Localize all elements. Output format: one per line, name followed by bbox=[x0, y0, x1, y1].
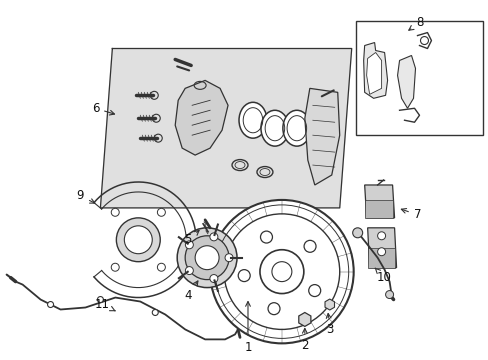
Circle shape bbox=[308, 285, 320, 297]
Polygon shape bbox=[363, 42, 387, 98]
Circle shape bbox=[352, 228, 362, 238]
Circle shape bbox=[260, 250, 303, 293]
Polygon shape bbox=[100, 49, 351, 208]
Ellipse shape bbox=[239, 102, 266, 138]
Circle shape bbox=[124, 226, 152, 254]
Polygon shape bbox=[304, 88, 339, 185]
Circle shape bbox=[267, 303, 280, 315]
Circle shape bbox=[260, 231, 272, 243]
Text: 4: 4 bbox=[184, 281, 198, 302]
Text: 8: 8 bbox=[408, 16, 422, 30]
Text: 9: 9 bbox=[77, 189, 95, 203]
Text: 11: 11 bbox=[95, 298, 115, 311]
Bar bbox=[355, 21, 482, 135]
Circle shape bbox=[185, 241, 193, 249]
Polygon shape bbox=[364, 200, 392, 218]
Ellipse shape bbox=[283, 110, 310, 146]
Circle shape bbox=[209, 233, 218, 241]
Text: 10: 10 bbox=[374, 268, 391, 284]
Text: 7: 7 bbox=[401, 208, 420, 221]
Circle shape bbox=[238, 270, 250, 282]
Circle shape bbox=[377, 248, 385, 256]
Circle shape bbox=[111, 208, 119, 216]
Text: 3: 3 bbox=[325, 314, 333, 336]
Circle shape bbox=[116, 218, 160, 262]
Text: 5: 5 bbox=[184, 230, 199, 246]
Polygon shape bbox=[364, 185, 394, 218]
Circle shape bbox=[385, 291, 393, 298]
Circle shape bbox=[97, 297, 103, 302]
Text: 6: 6 bbox=[91, 102, 114, 115]
Ellipse shape bbox=[261, 110, 288, 146]
Polygon shape bbox=[367, 228, 396, 268]
Circle shape bbox=[177, 228, 237, 288]
Circle shape bbox=[304, 240, 315, 252]
Circle shape bbox=[377, 232, 385, 240]
Circle shape bbox=[185, 236, 228, 280]
Circle shape bbox=[210, 200, 353, 343]
Text: 2: 2 bbox=[301, 328, 308, 352]
Polygon shape bbox=[366, 53, 381, 94]
Polygon shape bbox=[175, 80, 227, 155]
Circle shape bbox=[152, 310, 158, 315]
Text: 1: 1 bbox=[244, 302, 251, 354]
Circle shape bbox=[195, 246, 219, 270]
Circle shape bbox=[224, 254, 233, 262]
Circle shape bbox=[157, 263, 165, 271]
Polygon shape bbox=[397, 55, 415, 108]
Circle shape bbox=[224, 214, 339, 329]
Circle shape bbox=[111, 263, 119, 271]
Polygon shape bbox=[367, 248, 394, 268]
Circle shape bbox=[47, 302, 53, 307]
Circle shape bbox=[157, 208, 165, 216]
Circle shape bbox=[209, 275, 218, 283]
Circle shape bbox=[185, 267, 193, 275]
